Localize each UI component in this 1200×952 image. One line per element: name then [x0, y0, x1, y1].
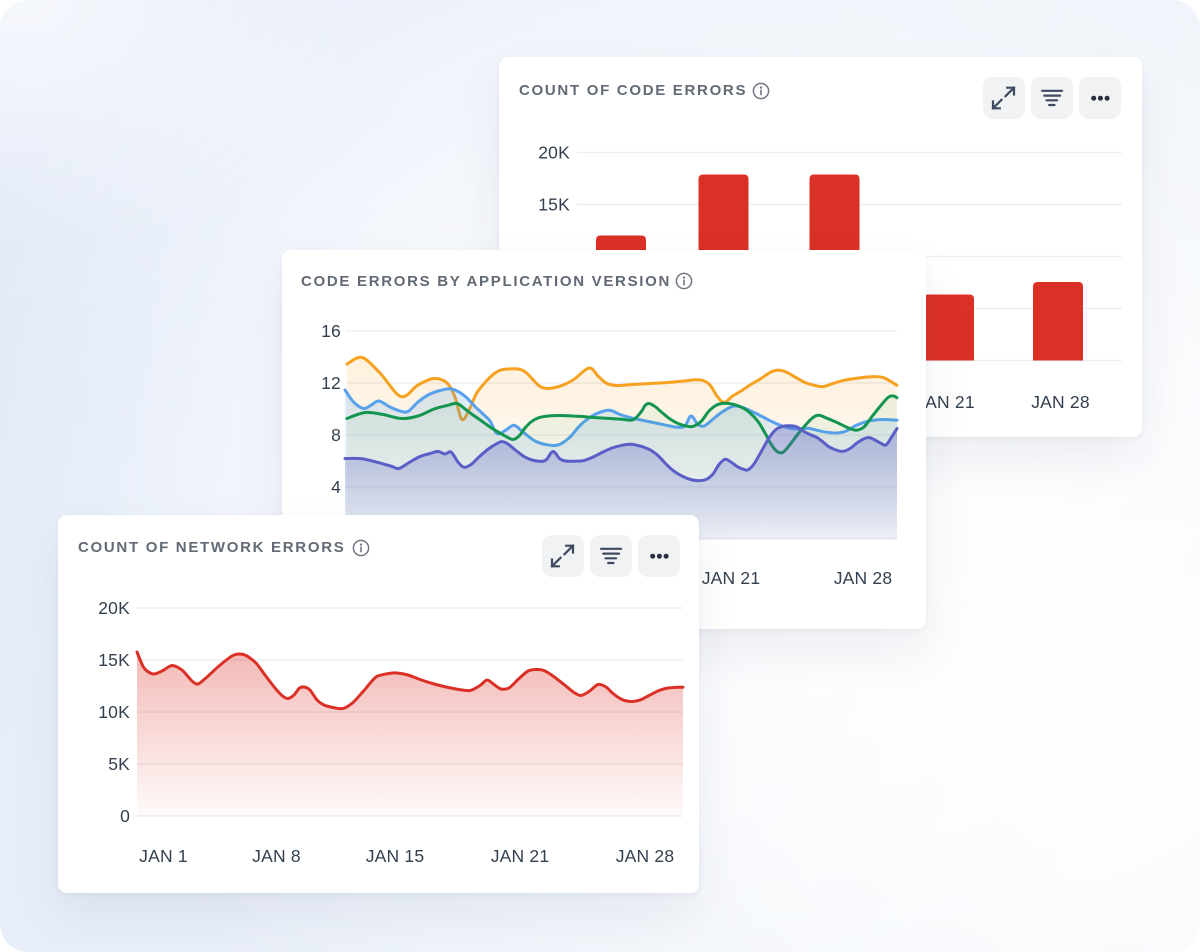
- svg-text:15K: 15K: [98, 650, 130, 670]
- svg-text:10K: 10K: [98, 702, 130, 722]
- svg-text:8: 8: [331, 425, 341, 445]
- svg-text:15K: 15K: [538, 195, 570, 215]
- svg-text:16: 16: [321, 321, 341, 341]
- svg-text:JAN 28: JAN 28: [1031, 392, 1090, 412]
- svg-text:0: 0: [120, 806, 130, 826]
- svg-text:JAN 28: JAN 28: [616, 846, 675, 866]
- svg-text:JAN 1: JAN 1: [139, 846, 188, 866]
- svg-text:JAN 8: JAN 8: [252, 846, 301, 866]
- svg-text:JAN 21: JAN 21: [702, 568, 761, 588]
- svg-text:JAN 21: JAN 21: [491, 846, 550, 866]
- svg-text:JAN 21: JAN 21: [916, 392, 975, 412]
- svg-text:JAN 15: JAN 15: [366, 846, 425, 866]
- svg-text:JAN 28: JAN 28: [834, 568, 893, 588]
- svg-text:12: 12: [321, 373, 341, 393]
- svg-text:5K: 5K: [108, 754, 130, 774]
- svg-text:20K: 20K: [538, 143, 570, 163]
- svg-text:20K: 20K: [98, 598, 130, 618]
- svg-text:4: 4: [331, 477, 341, 497]
